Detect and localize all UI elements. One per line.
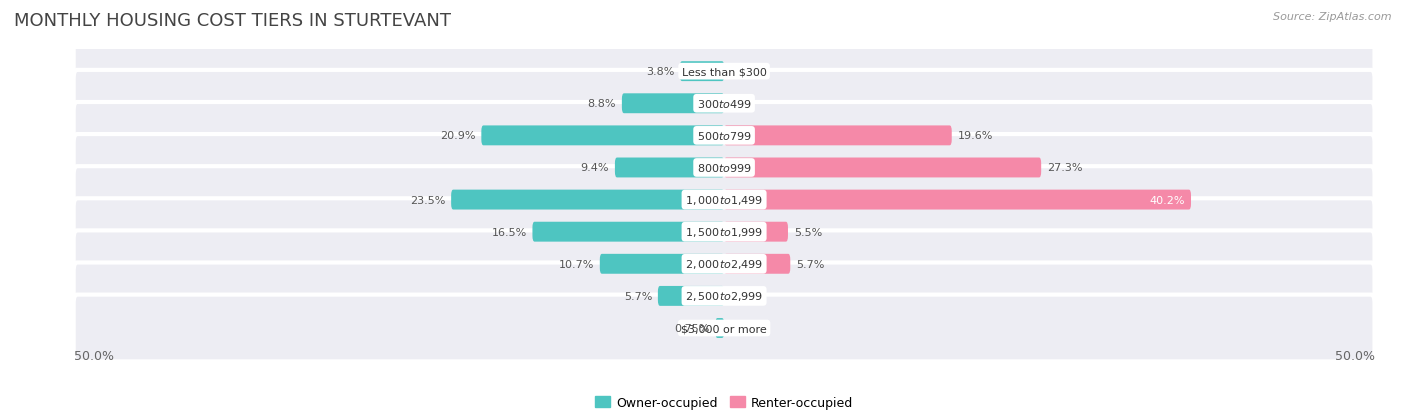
Text: 40.2%: 40.2%: [1150, 195, 1185, 205]
Text: 3.8%: 3.8%: [645, 67, 673, 77]
FancyBboxPatch shape: [73, 103, 1375, 169]
Text: $800 to $999: $800 to $999: [696, 162, 752, 174]
Text: $2,000 to $2,499: $2,000 to $2,499: [685, 258, 763, 271]
FancyBboxPatch shape: [716, 318, 724, 338]
FancyBboxPatch shape: [614, 158, 724, 178]
Text: 23.5%: 23.5%: [411, 195, 446, 205]
Text: 9.4%: 9.4%: [581, 163, 609, 173]
FancyBboxPatch shape: [73, 135, 1375, 202]
FancyBboxPatch shape: [73, 231, 1375, 297]
Text: 5.5%: 5.5%: [794, 227, 823, 237]
Text: 16.5%: 16.5%: [491, 227, 527, 237]
FancyBboxPatch shape: [73, 167, 1375, 233]
FancyBboxPatch shape: [724, 254, 790, 274]
Text: $300 to $499: $300 to $499: [696, 98, 752, 110]
Text: 0.75%: 0.75%: [675, 323, 710, 333]
Text: Less than $300: Less than $300: [682, 67, 766, 77]
Text: 10.7%: 10.7%: [558, 259, 593, 269]
Text: 8.8%: 8.8%: [588, 99, 616, 109]
FancyBboxPatch shape: [724, 190, 1191, 210]
Legend: Owner-occupied, Renter-occupied: Owner-occupied, Renter-occupied: [589, 391, 859, 413]
Text: $1,000 to $1,499: $1,000 to $1,499: [685, 194, 763, 206]
Text: $2,500 to $2,999: $2,500 to $2,999: [685, 290, 763, 303]
FancyBboxPatch shape: [73, 295, 1375, 361]
FancyBboxPatch shape: [724, 126, 952, 146]
FancyBboxPatch shape: [600, 254, 724, 274]
Text: MONTHLY HOUSING COST TIERS IN STURTEVANT: MONTHLY HOUSING COST TIERS IN STURTEVANT: [14, 12, 451, 30]
FancyBboxPatch shape: [73, 263, 1375, 330]
Text: Source: ZipAtlas.com: Source: ZipAtlas.com: [1274, 12, 1392, 22]
Text: 19.6%: 19.6%: [957, 131, 993, 141]
Text: 50.0%: 50.0%: [73, 349, 114, 362]
Text: 27.3%: 27.3%: [1047, 163, 1083, 173]
FancyBboxPatch shape: [658, 286, 724, 306]
FancyBboxPatch shape: [533, 222, 724, 242]
FancyBboxPatch shape: [621, 94, 724, 114]
FancyBboxPatch shape: [481, 126, 724, 146]
Text: $500 to $799: $500 to $799: [696, 130, 752, 142]
FancyBboxPatch shape: [681, 62, 724, 82]
Text: 5.7%: 5.7%: [624, 291, 652, 301]
FancyBboxPatch shape: [73, 199, 1375, 266]
Text: $3,000 or more: $3,000 or more: [682, 323, 766, 333]
FancyBboxPatch shape: [451, 190, 724, 210]
FancyBboxPatch shape: [724, 158, 1042, 178]
Text: 20.9%: 20.9%: [440, 131, 475, 141]
Text: $1,500 to $1,999: $1,500 to $1,999: [685, 225, 763, 239]
Text: 5.7%: 5.7%: [796, 259, 824, 269]
FancyBboxPatch shape: [724, 222, 787, 242]
FancyBboxPatch shape: [73, 71, 1375, 137]
FancyBboxPatch shape: [73, 39, 1375, 105]
Text: 50.0%: 50.0%: [1334, 349, 1375, 362]
